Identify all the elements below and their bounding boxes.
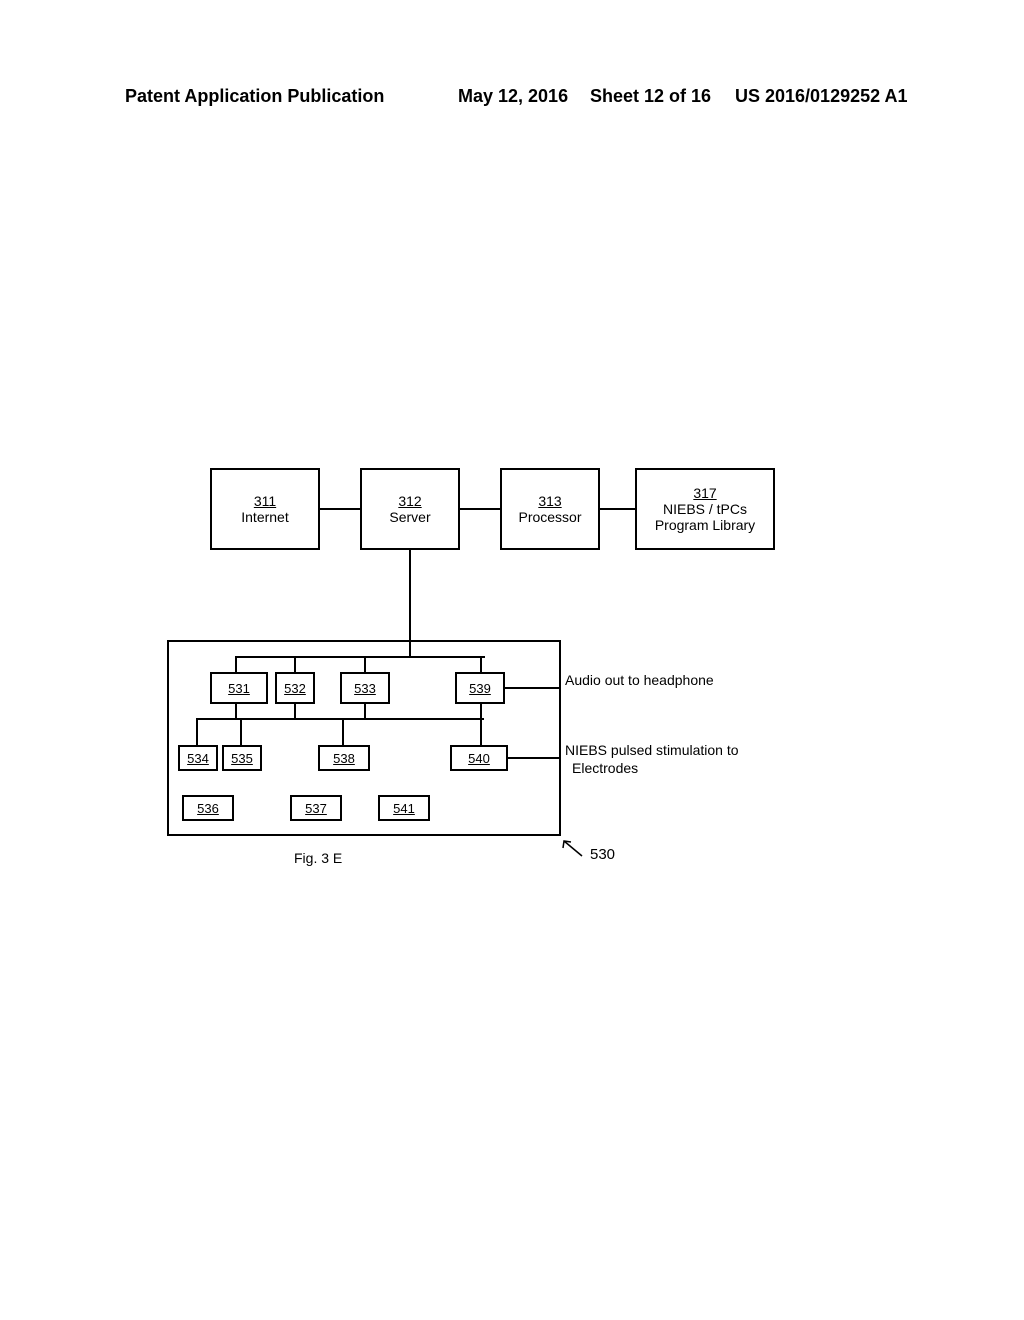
connector-312-313 [460,508,500,510]
box-531: 531 [210,672,268,704]
box-538: 538 [318,745,370,771]
drop-538 [342,718,344,745]
header-mid: May 12, 2016 [458,86,568,107]
label-niebs-line2: Electrodes [572,760,638,776]
label-niebs-tpcs: NIEBS / tPCs [663,501,747,517]
label-internet: Internet [241,509,288,525]
drop-539b [480,704,482,718]
box-541: 541 [378,795,430,821]
box-536: 536 [182,795,234,821]
page: Patent Application Publication May 12, 2… [0,0,1024,1320]
ref-312: 312 [398,493,421,509]
box-540: 540 [450,745,508,771]
connector-540-niebs [508,757,561,759]
arrow-530-icon [560,838,586,860]
box-313-processor: 313 Processor [500,468,600,550]
label-niebs-line1: NIEBS pulsed stimulation to [565,742,739,758]
connector-313-317 [600,508,635,510]
bus-top [235,656,485,658]
box-537: 537 [290,795,342,821]
drop-533 [364,656,366,672]
drop-532b [294,704,296,718]
connector-539-audio [505,687,561,689]
box-311-internet: 311 Internet [210,468,320,550]
header-right: US 2016/0129252 A1 [735,86,907,107]
box-532: 532 [275,672,315,704]
drop-531 [235,656,237,672]
header-left: Patent Application Publication [125,86,384,107]
ref-317: 317 [693,485,716,501]
ref-530: 530 [590,846,615,863]
box-534: 534 [178,745,218,771]
box-535: 535 [222,745,262,771]
drop-531b [235,704,237,718]
header-sheet: Sheet 12 of 16 [590,86,711,107]
box-317-library: 317 NIEBS / tPCs Program Library [635,468,775,550]
ref-313: 313 [538,493,561,509]
drop-533b [364,704,366,718]
drop-532 [294,656,296,672]
box-539: 539 [455,672,505,704]
label-audio-out: Audio out to headphone [565,672,714,688]
drop-539 [480,656,482,672]
label-program-library: Program Library [655,517,755,533]
connector-server-down [409,550,411,640]
connector-311-312 [320,508,360,510]
ref-311: 311 [254,493,276,509]
figure-caption: Fig. 3 E [294,850,342,866]
drop-534 [196,718,198,745]
connector-into-container [409,640,411,656]
box-312-server: 312 Server [360,468,460,550]
box-533: 533 [340,672,390,704]
label-processor: Processor [518,509,581,525]
drop-540 [480,718,482,745]
label-server: Server [389,509,430,525]
drop-535 [240,718,242,745]
